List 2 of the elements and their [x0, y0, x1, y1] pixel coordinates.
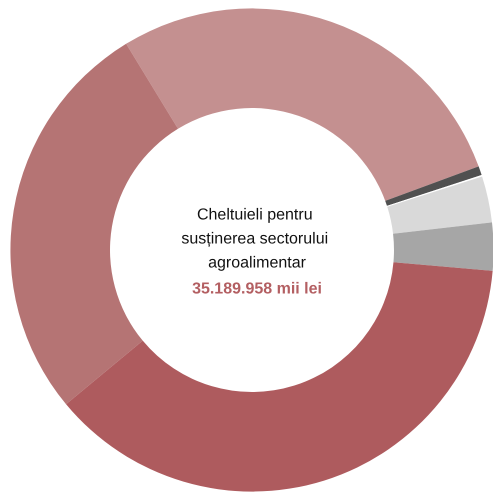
text: 35.189.958 mii lei	[192, 280, 322, 298]
text: Cheltuieli pentru susținerea sectorului agroalimentar	[181, 206, 333, 272]
